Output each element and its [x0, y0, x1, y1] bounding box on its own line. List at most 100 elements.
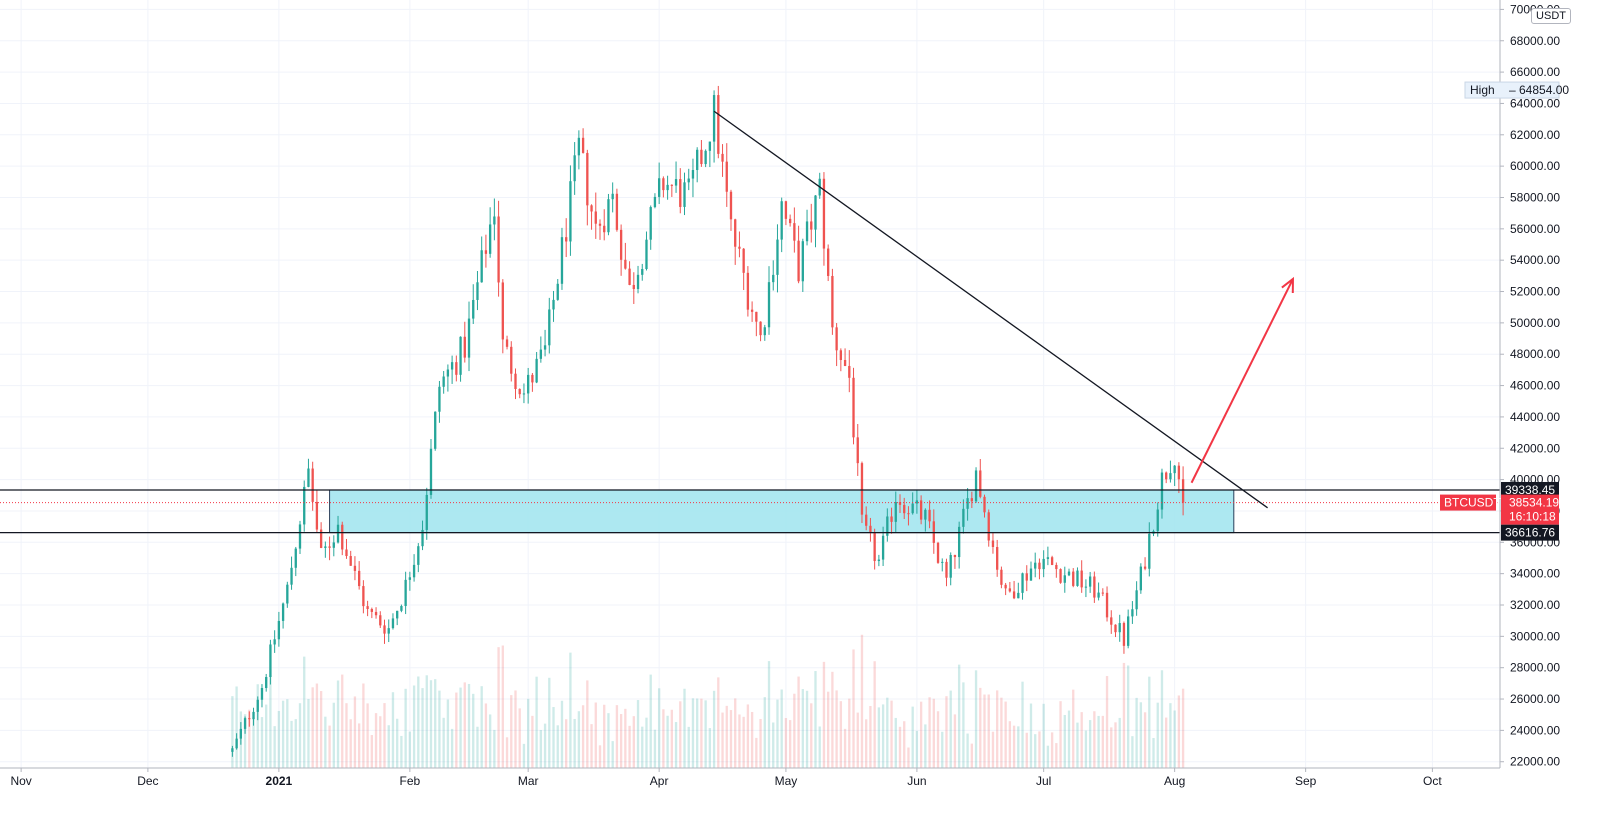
currency-label[interactable]: USDT	[1531, 8, 1571, 24]
volume-bar	[941, 731, 944, 768]
volume-bar	[1050, 732, 1054, 768]
volume-bar	[383, 703, 386, 768]
candle-body	[653, 196, 657, 208]
volume-bar	[962, 682, 965, 768]
volume-bar	[497, 647, 500, 768]
volume-bar	[607, 713, 610, 768]
price-tick-label: 50000.00	[1510, 316, 1560, 330]
trendline	[713, 110, 1268, 509]
price-tick-label: 52000.00	[1510, 285, 1560, 299]
time-tick-label: Mar	[518, 774, 539, 788]
volume-bar	[759, 718, 762, 768]
candle-body	[835, 327, 838, 351]
candle-body	[662, 178, 665, 191]
candle-body	[522, 393, 526, 395]
candle-body	[949, 555, 952, 578]
volume-bar	[624, 708, 627, 768]
volume-bar	[903, 721, 906, 768]
volume-bar	[332, 702, 335, 768]
volume-bar	[281, 700, 285, 768]
candle-body	[886, 516, 889, 536]
volume-bar	[522, 743, 526, 768]
candle-body	[1160, 472, 1164, 510]
candle-body	[1029, 568, 1033, 581]
candle-body	[1000, 569, 1003, 585]
volume-bar	[691, 698, 695, 768]
last-price-tag	[1501, 494, 1559, 525]
candle-body	[632, 284, 635, 290]
price-tick-label: 58000.00	[1510, 190, 1560, 204]
volume-bar	[898, 726, 902, 768]
candle-body	[493, 216, 496, 225]
candle-body	[417, 546, 420, 565]
candle-body	[429, 448, 433, 495]
candle-body	[607, 199, 610, 233]
candle-body	[996, 546, 999, 570]
candle-body	[619, 229, 623, 260]
time-axis[interactable]: Nov Dec 2021 Feb Mar Apr May Jun Jul Aug Sep Oct	[0, 767, 1500, 788]
candle-body	[467, 318, 471, 358]
volume-bar	[932, 698, 935, 768]
volume-bar	[742, 716, 745, 768]
volume-bar	[725, 705, 728, 768]
candle-body	[307, 468, 310, 487]
volume-bar	[983, 694, 986, 768]
volume-bar	[1173, 710, 1176, 768]
candle-body	[691, 170, 695, 179]
candle-body	[379, 615, 382, 626]
volume-bar	[886, 697, 889, 768]
volume-bar	[797, 676, 800, 768]
candle-body	[463, 336, 466, 358]
candle-body	[641, 269, 644, 275]
price-axis[interactable]: 22000.00 24000.00 26000.00 28000.00 30000.00…	[1499, 0, 1560, 769]
candle-body	[636, 274, 640, 290]
candle-body	[1131, 609, 1134, 617]
volume-bar	[704, 700, 707, 768]
candle-body	[945, 561, 948, 578]
candle-body	[248, 718, 251, 720]
time-tick-label: Dec	[137, 774, 158, 788]
candle-body	[953, 555, 957, 558]
price-tick-label: 22000.00	[1510, 755, 1560, 769]
volume-bar	[484, 703, 488, 768]
volume-bar	[746, 704, 750, 768]
volume-bar	[865, 719, 868, 768]
volume-bar	[615, 705, 619, 768]
volume-bar	[869, 705, 872, 768]
volume-bar	[1169, 703, 1172, 768]
candle-body	[645, 239, 648, 270]
candle-body	[404, 579, 407, 607]
volume-bar	[645, 717, 648, 768]
candle-body	[501, 282, 504, 340]
support-zone-rect	[329, 489, 1235, 534]
volume-bar	[632, 716, 635, 768]
candle-body	[459, 336, 462, 375]
candle-body	[1118, 623, 1121, 633]
candle-body	[1025, 573, 1028, 581]
candle-body	[603, 225, 606, 233]
candle-body	[594, 211, 597, 224]
volume-bar	[881, 704, 885, 768]
volume-bar	[467, 683, 471, 768]
volume-bar	[662, 709, 665, 768]
volume-bar	[586, 680, 589, 768]
volume-bar	[235, 686, 238, 768]
time-tick-label: Oct	[1423, 774, 1442, 788]
candle-body	[552, 299, 555, 310]
symbol-tag-label: BTCUSDT	[1444, 496, 1501, 510]
volume-bar	[1029, 703, 1033, 768]
candle-body	[966, 498, 969, 509]
volume-bar	[391, 692, 395, 768]
volume-bar	[446, 699, 450, 768]
candle-body	[374, 611, 378, 616]
volume-bar	[801, 689, 804, 768]
level-tag	[1501, 524, 1559, 541]
volume-bar	[531, 715, 534, 768]
candle-body	[793, 223, 796, 241]
candle-body	[527, 374, 530, 394]
volume-bar	[548, 677, 551, 768]
volume-bar	[527, 698, 530, 768]
candle-body	[907, 513, 910, 515]
volume-bar	[696, 698, 699, 768]
